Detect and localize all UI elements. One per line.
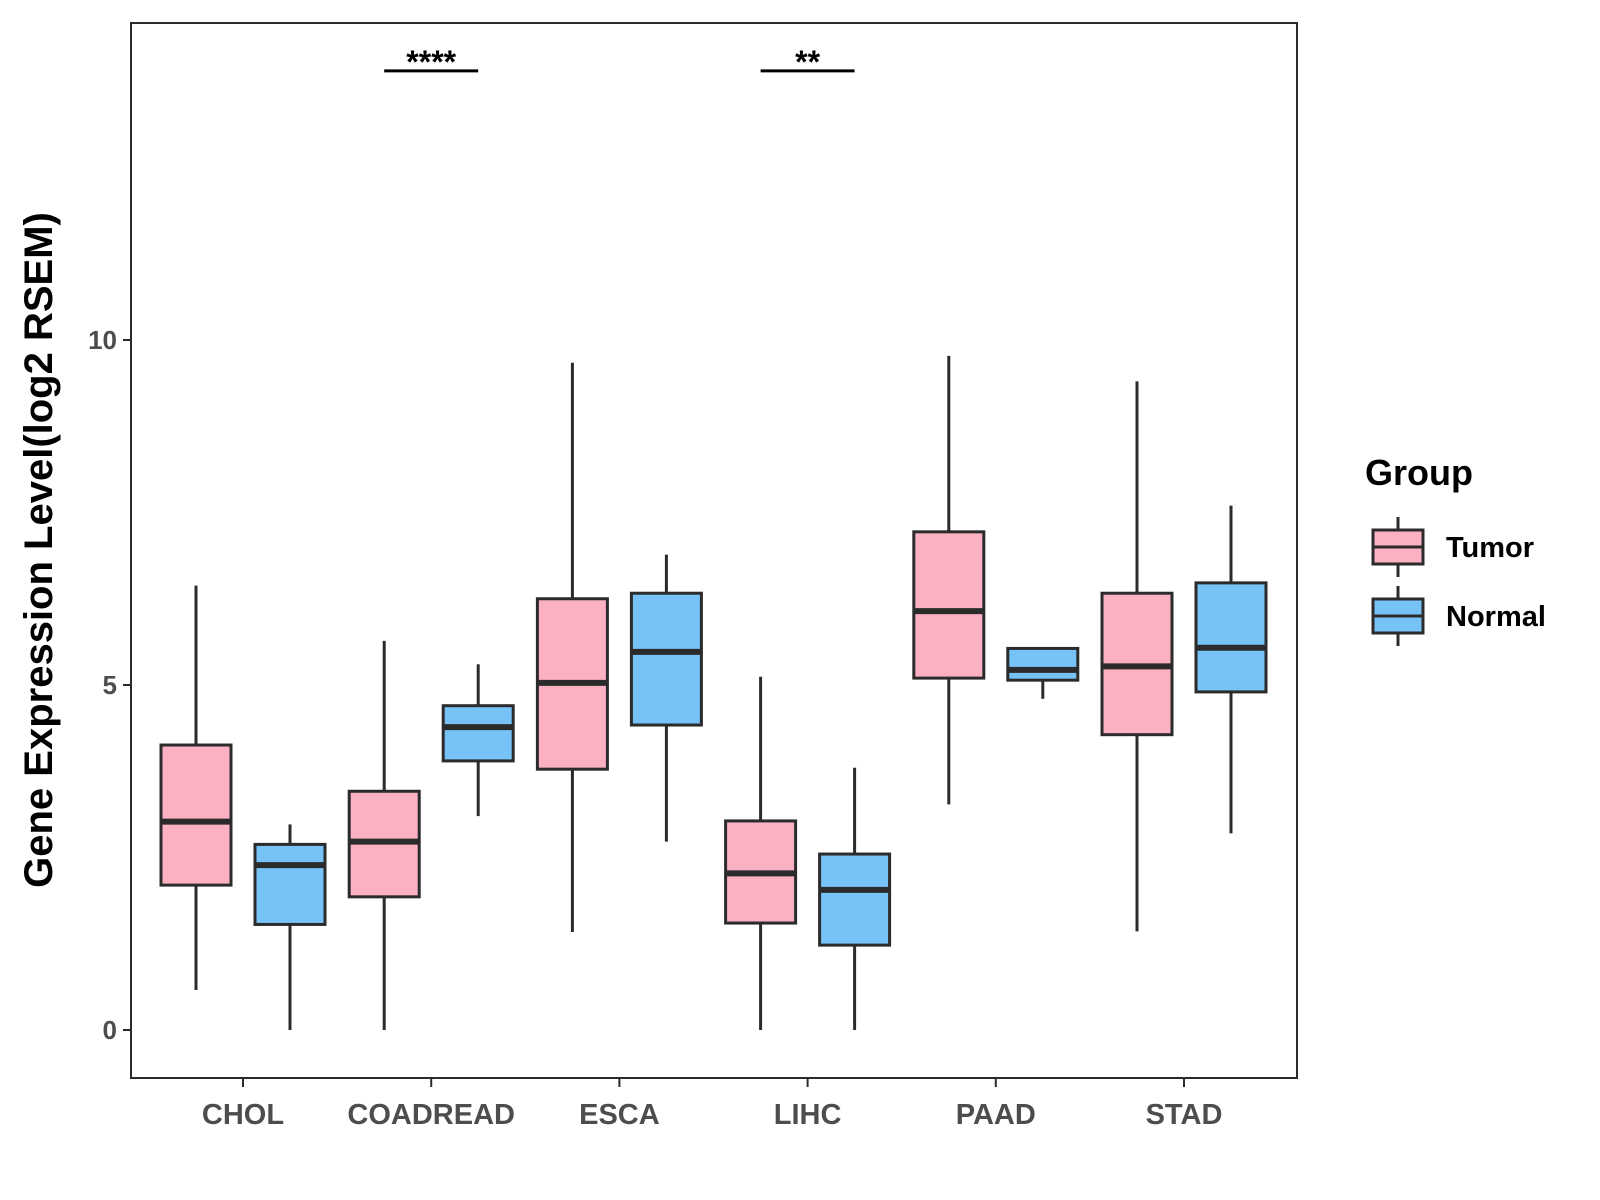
box-normal-lihc — [818, 767, 892, 1030]
legend: Group Tumor Normal — [1365, 452, 1546, 646]
box-normal-chol — [253, 824, 327, 1030]
box-body — [159, 743, 233, 887]
box-normal-coadread — [441, 664, 515, 817]
legend-label-tumor: Tumor — [1446, 532, 1534, 564]
box-tumor-stad — [1100, 381, 1174, 932]
x-tick-label: COADREAD — [347, 1099, 515, 1131]
box-tumor-lihc — [724, 676, 798, 1030]
legend-key-tumor — [1371, 517, 1425, 577]
box-body — [818, 852, 892, 947]
x-tick-label: PAAD — [956, 1099, 1036, 1131]
box-body — [629, 591, 703, 727]
box-normal-esca — [629, 554, 703, 842]
x-axis: CHOL COADREAD ESCA LIHC PAAD STAD — [202, 1078, 1222, 1131]
box-tumor-coadread — [347, 640, 421, 1030]
significance-annotations: **** ** — [384, 44, 855, 80]
box-normal-paad — [1006, 646, 1080, 699]
box-body — [1006, 646, 1080, 682]
box-tumor-paad — [912, 355, 986, 805]
box-body — [912, 530, 986, 680]
legend-title: Group — [1365, 452, 1473, 493]
x-tick-label: CHOL — [202, 1099, 284, 1131]
box-normal-stad — [1194, 505, 1268, 834]
x-tick-label: ESCA — [579, 1099, 660, 1131]
x-tick-label: STAD — [1146, 1099, 1223, 1131]
y-axis-title: Gene Expression Level(log2 RSEM) — [17, 212, 61, 888]
y-tick-label: 5 — [103, 670, 117, 700]
box-body — [253, 842, 327, 926]
y-axis: 0 5 10 — [88, 325, 131, 1045]
significance-label: **** — [406, 44, 456, 80]
significance-label: ** — [795, 44, 820, 80]
box-body — [1194, 581, 1268, 694]
legend-key-normal — [1371, 586, 1425, 646]
box-series — [159, 355, 1268, 1030]
box-tumor-esca — [535, 362, 609, 933]
legend-label-normal: Normal — [1446, 601, 1546, 633]
x-tick-label: LIHC — [774, 1099, 842, 1131]
y-tick-label: 10 — [88, 325, 117, 355]
box-tumor-chol — [159, 585, 233, 990]
y-tick-label: 0 — [103, 1015, 117, 1045]
box-body — [441, 704, 515, 763]
